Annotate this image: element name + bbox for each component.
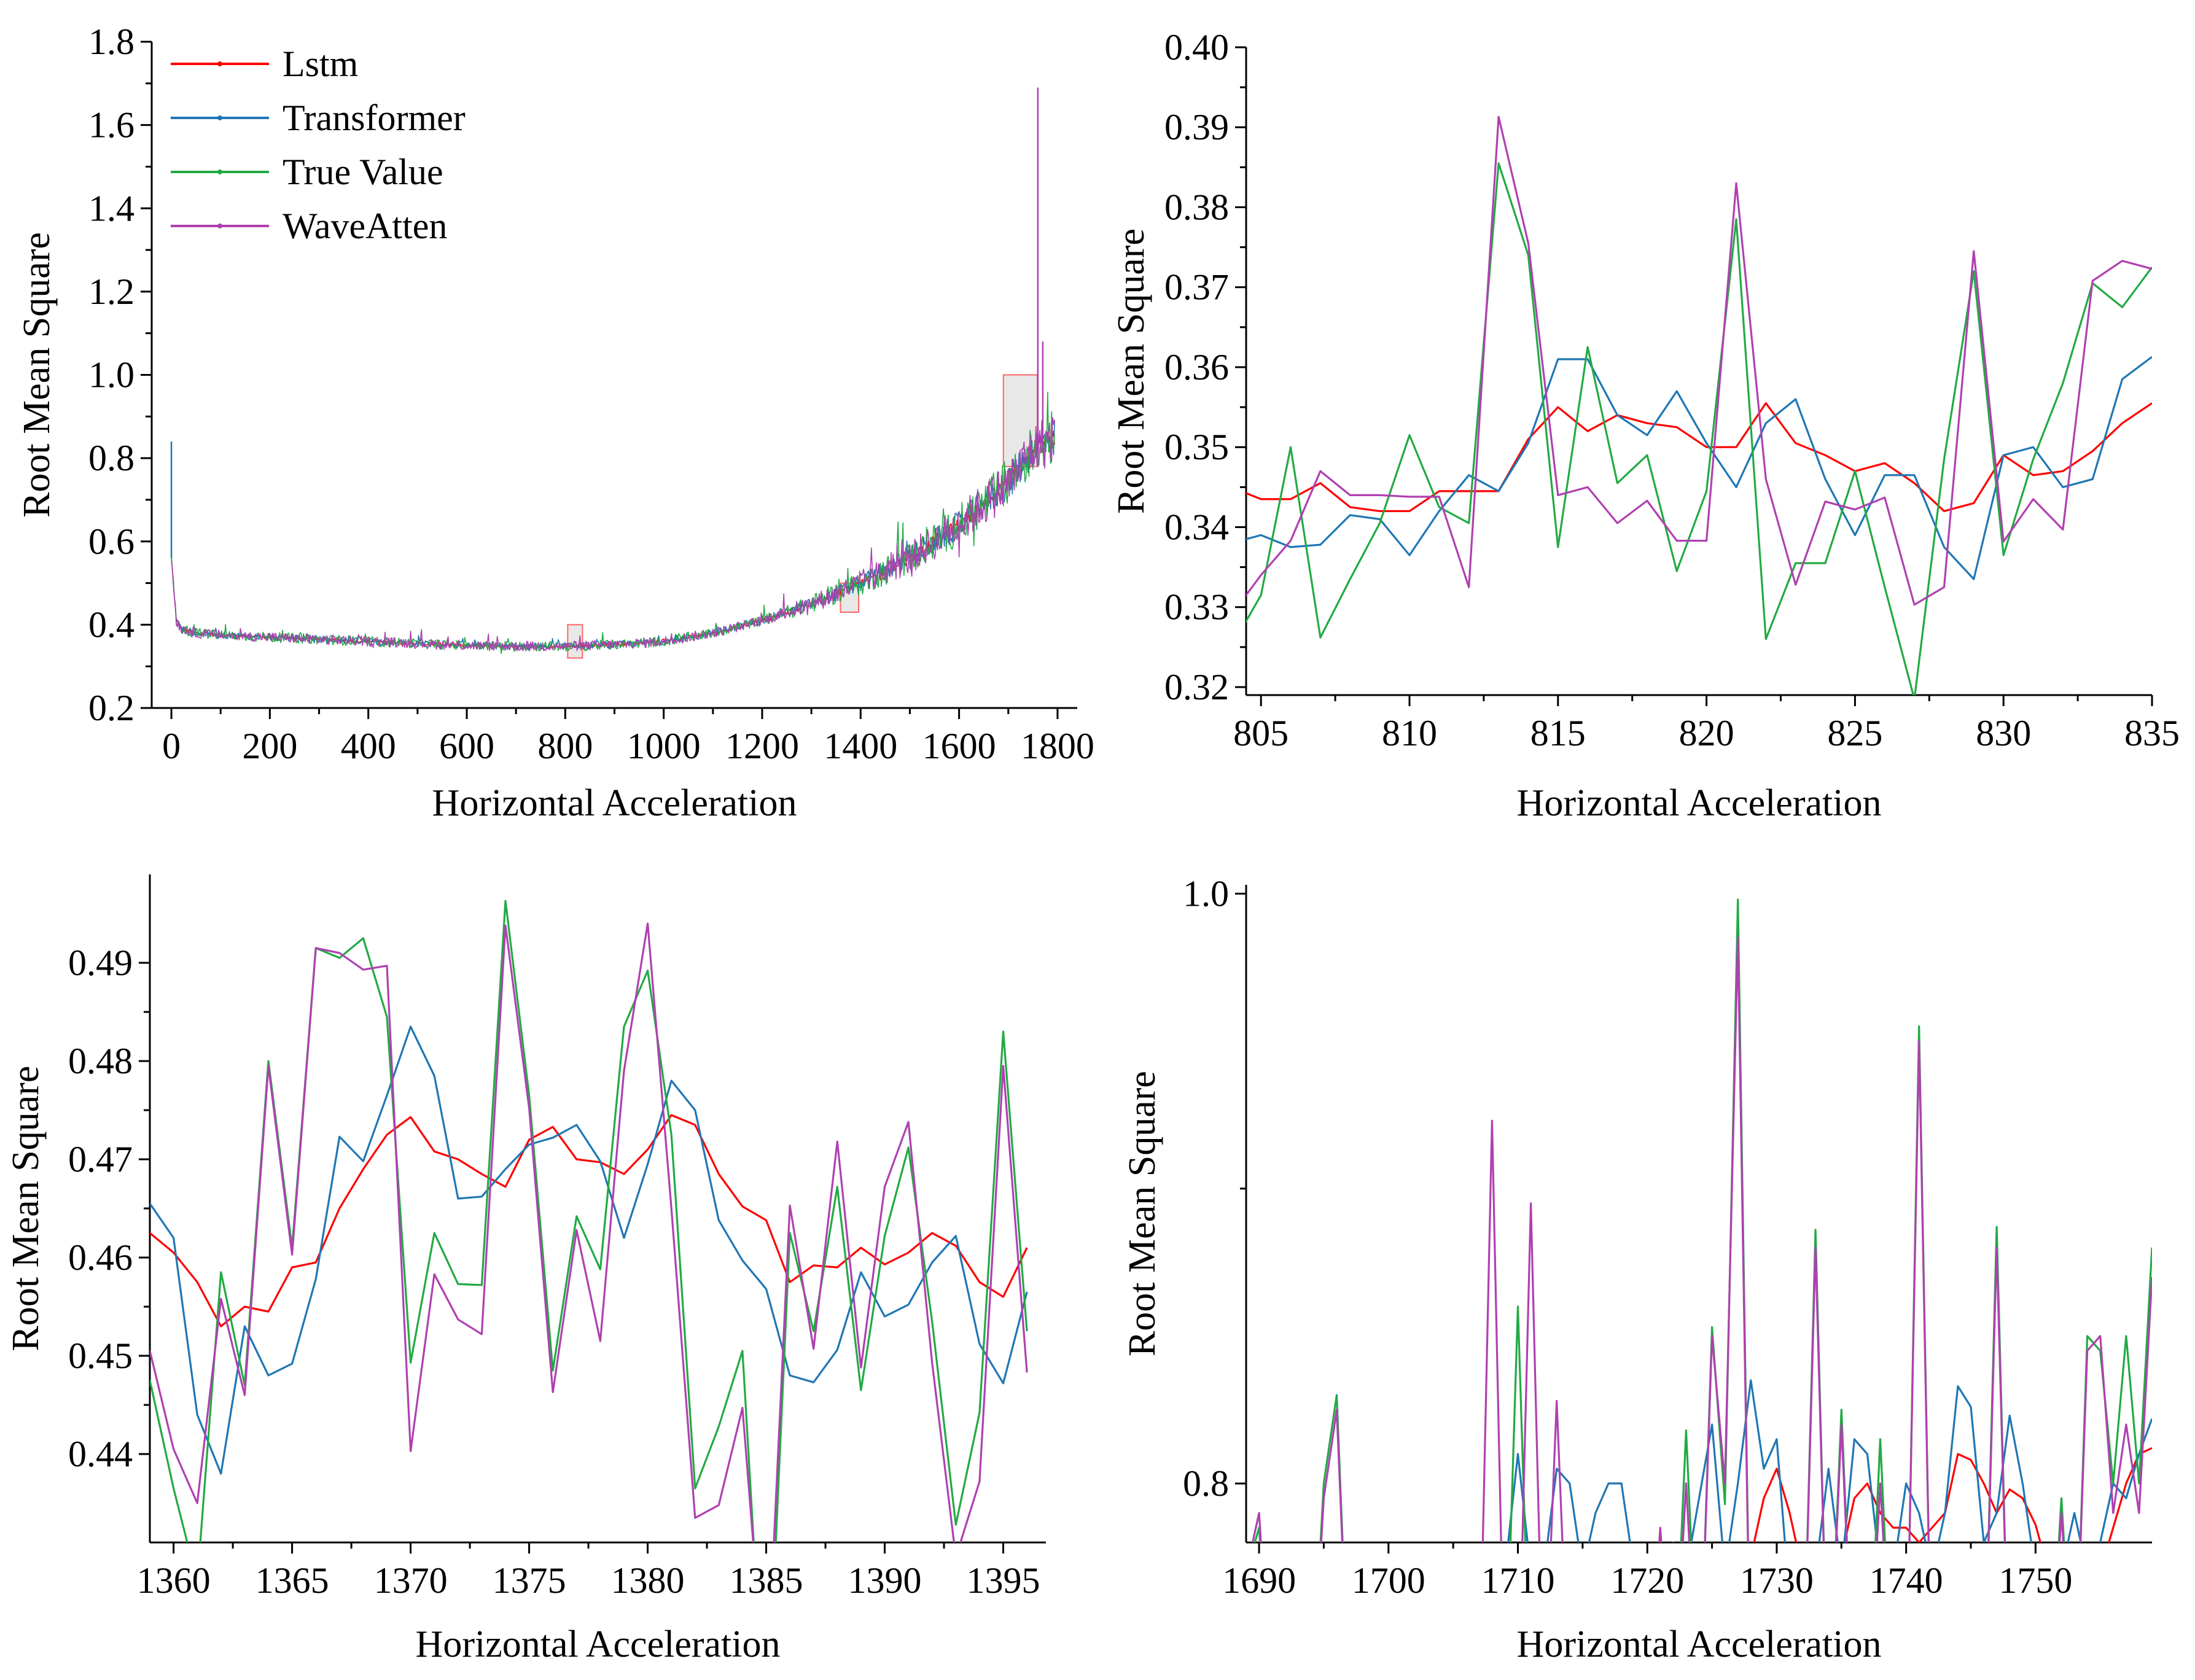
legend-item-true-value[interactable]: True Value — [171, 152, 443, 192]
series-line-transformer[interactable] — [150, 1025, 1028, 1475]
y-tick-label-0-37: 0.37 — [1164, 267, 1229, 308]
y-tick-label-0-6: 0.6 — [88, 521, 135, 562]
x-axis-title: Horizontal Acceleration — [416, 1624, 781, 1665]
series-line-waveatten[interactable] — [171, 417, 1055, 651]
x-tick-label-1710: 1710 — [1481, 1560, 1555, 1601]
legend-label-transformer: Transformer — [283, 98, 466, 138]
plot-area — [1246, 898, 2152, 1680]
x-tick-label-815: 815 — [1530, 713, 1586, 753]
legend-item-waveatten[interactable]: WaveAtten — [171, 206, 447, 246]
plot-area — [170, 87, 1055, 659]
x-tick-label-400: 400 — [341, 726, 396, 766]
x-tick-label-825: 825 — [1827, 713, 1882, 753]
y-tick-label-0-44: 0.44 — [68, 1434, 133, 1474]
x-tick-label-1700: 1700 — [1352, 1560, 1425, 1601]
legend-item-transformer[interactable]: Transformer — [171, 98, 466, 138]
x-tick-label-810: 810 — [1382, 713, 1437, 753]
x-tick-label-200: 200 — [242, 726, 297, 766]
series-line-true-value[interactable] — [1231, 162, 2152, 699]
panel-zoom-805-835: 805 810 815 820 825 830 835 0.32 0.33 0.34 0.35 0.3… — [1110, 27, 2180, 824]
y-axis-title: Root Mean Square — [1110, 228, 1152, 514]
x-tick-label-1390: 1390 — [848, 1560, 922, 1601]
x-axis-title: Horizontal Acceleration — [1517, 782, 1882, 824]
series-line-waveatten[interactable] — [1246, 936, 2152, 1680]
x-tick-label-1800: 1800 — [1021, 726, 1094, 766]
x-tick-label-1720: 1720 — [1610, 1560, 1684, 1601]
series-line-true-value[interactable] — [171, 391, 1055, 654]
y-tick-label-1-2: 1.2 — [88, 271, 135, 312]
plot-area — [1231, 115, 2152, 699]
x-tick-label-1750: 1750 — [1998, 1560, 2072, 1601]
x-tick-label-1375: 1375 — [493, 1560, 566, 1601]
y-tick-label-0-39: 0.39 — [1164, 107, 1229, 147]
y-tick-label-0-32: 0.32 — [1164, 667, 1229, 707]
series-line-waveatten[interactable] — [150, 922, 1028, 1680]
x-tick-label-820: 820 — [1679, 713, 1734, 753]
x-tick-label-1000: 1000 — [627, 726, 701, 766]
legend-marker-transformer — [217, 115, 222, 120]
x-tick-label-1690: 1690 — [1222, 1560, 1296, 1601]
y-tick-label-0-33: 0.33 — [1164, 587, 1229, 628]
x-tick-label-1730: 1730 — [1740, 1560, 1814, 1601]
legend-marker-waveatten — [217, 224, 222, 228]
series-line-transformer[interactable] — [1246, 1379, 2152, 1680]
y-tick-label-0-47: 0.47 — [68, 1139, 133, 1180]
x-tick-label-0: 0 — [162, 726, 181, 766]
legend-marker-true-value — [217, 169, 222, 174]
y-tick-label-1-8: 1.8 — [88, 21, 135, 62]
x-axis-title: Horizontal Acceleration — [1517, 1624, 1882, 1665]
y-tick-label-1-4: 1.4 — [88, 188, 135, 228]
panel-zoom-1359-1396: 1360 1365 1370 1375 1380 1385 1390 1395 0.44 0.45… — [5, 874, 1046, 1680]
x-tick-label-1365: 1365 — [255, 1560, 329, 1601]
y-tick-label-0-4: 0.4 — [88, 604, 135, 645]
y-tick-label-0-48: 0.48 — [68, 1041, 133, 1081]
series-line-waveatten[interactable] — [1231, 115, 2152, 615]
series-line-transformer[interactable] — [171, 421, 1055, 650]
y-tick-label-0-46: 0.46 — [68, 1237, 133, 1278]
y-tick-label-0-49: 0.49 — [68, 943, 133, 983]
y-axis-title: Root Mean Square — [16, 232, 58, 518]
legend-marker-lstm — [217, 61, 222, 66]
x-tick-label-805: 805 — [1233, 713, 1289, 753]
x-tick-label-835: 835 — [2124, 713, 2180, 753]
legend-item-lstm[interactable]: Lstm — [171, 44, 358, 84]
panel-zoom-1690-1759: 1690 1700 1710 1720 1730 1740 1750 0.8 1.0 Horizo… — [1121, 873, 2152, 1680]
y-tick-label-0-45: 0.45 — [68, 1336, 133, 1376]
legend-label-true-value: True Value — [283, 152, 443, 192]
x-tick-label-1370: 1370 — [374, 1560, 448, 1601]
y-tick-label-1-6: 1.6 — [88, 105, 135, 146]
x-tick-label-600: 600 — [439, 726, 494, 766]
legend: Lstm Transformer True Value WaveAtten — [171, 44, 466, 246]
x-tick-label-1740: 1740 — [1869, 1560, 1943, 1601]
y-axis-title: Root Mean Square — [5, 1066, 47, 1351]
y-tick-label-0-2: 0.2 — [88, 688, 135, 728]
y-tick-label-0-8: 0.8 — [1183, 1463, 1229, 1504]
x-tick-label-1200: 1200 — [725, 726, 799, 766]
y-tick-label-0-34: 0.34 — [1164, 507, 1229, 547]
x-tick-label-1600: 1600 — [922, 726, 996, 766]
x-tick-label-800: 800 — [537, 726, 593, 766]
legend-label-lstm: Lstm — [283, 44, 358, 84]
y-tick-label-0-4: 0.40 — [1164, 27, 1229, 68]
panel-overview: 0 200 400 600 800 1000 1200 1400 1600 1800 0.2 0.4 0… — [16, 21, 1094, 824]
x-tick-label-1360: 1360 — [137, 1560, 211, 1601]
y-tick-label-1: 1.0 — [88, 355, 135, 395]
y-tick-label-0-8: 0.8 — [88, 438, 135, 478]
x-tick-label-1400: 1400 — [824, 726, 897, 766]
x-tick-label-1380: 1380 — [611, 1560, 685, 1601]
x-tick-label-1395: 1395 — [967, 1560, 1040, 1601]
series-line-lstm[interactable] — [150, 1114, 1028, 1328]
y-tick-label-0-36: 0.36 — [1164, 347, 1229, 387]
y-tick-label-0-35: 0.35 — [1164, 427, 1229, 467]
x-tick-label-1385: 1385 — [730, 1560, 803, 1601]
x-axis-title: Horizontal Acceleration — [432, 782, 797, 824]
plot-area — [150, 900, 1028, 1680]
series-line-lstm[interactable] — [1246, 1447, 2152, 1680]
y-tick-label-0-38: 0.38 — [1164, 187, 1229, 227]
y-tick-label-1: 1.0 — [1183, 873, 1229, 914]
series-line-transformer[interactable] — [1231, 356, 2152, 580]
y-axis-title: Root Mean Square — [1121, 1071, 1163, 1356]
legend-label-waveatten: WaveAtten — [283, 206, 447, 246]
x-tick-label-830: 830 — [1976, 713, 2031, 753]
